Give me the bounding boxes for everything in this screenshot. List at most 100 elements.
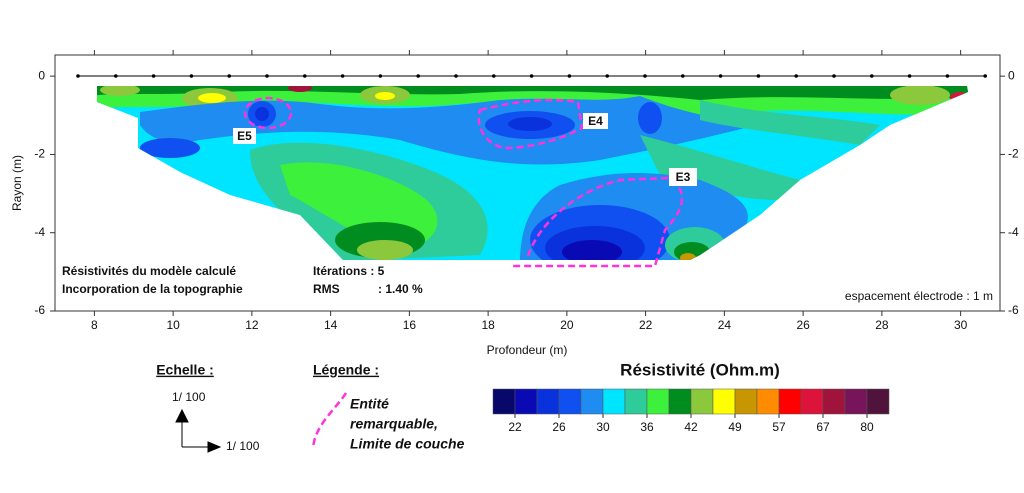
annotation: espacement électrode : 1 m: [845, 289, 993, 303]
electrode: [340, 74, 345, 78]
x-tick-label: 8: [91, 318, 98, 332]
contour-region: [255, 107, 269, 121]
y-tick-label: -6: [34, 303, 45, 317]
contour-region: [562, 240, 622, 260]
colorbar-swatch: [690, 388, 714, 415]
electrode: [832, 74, 836, 78]
colorbar-swatch: [756, 388, 780, 415]
y2-tick-label: -6: [1008, 303, 1019, 317]
colorbar-tick-label: 22: [508, 420, 522, 434]
contour-region: [375, 92, 395, 100]
colorbar-swatch: [558, 388, 582, 415]
entity-box: [233, 128, 256, 144]
colorbar-swatch: [800, 388, 824, 415]
electrode: [378, 74, 383, 78]
colorbar-swatch: [844, 388, 868, 415]
electrode: [983, 74, 987, 78]
electrode: [907, 74, 912, 78]
scale-title: Echelle :: [156, 362, 214, 378]
colorbar-swatch: [668, 388, 692, 415]
electrode: [945, 74, 950, 78]
legend-label: remarquable,: [350, 416, 438, 432]
annotation: Résistivités du modèle calculé: [62, 264, 236, 278]
electrode: [681, 74, 685, 78]
colorbar-tick-label: 42: [684, 420, 698, 434]
electrode: [303, 74, 307, 78]
scale-vertical: 1/ 100: [172, 390, 206, 404]
plot-frame: [54, 54, 1001, 312]
electrode: [492, 74, 496, 78]
y-tick-label: -2: [34, 147, 45, 161]
x-tick-label: 16: [403, 318, 417, 332]
entity-label: E5: [237, 129, 252, 143]
entity-outline: [510, 176, 684, 268]
colorbar-swatch: [514, 388, 538, 415]
electrode: [189, 74, 194, 78]
x-tick-label: 28: [875, 318, 889, 332]
electrode: [870, 74, 874, 78]
colorbar-swatch: [536, 388, 560, 415]
legend-title: Légende :: [313, 362, 379, 378]
contour-region: [100, 86, 140, 96]
electrode: [718, 74, 723, 78]
legend: Entité remarquable, Limite de couche: [311, 392, 465, 452]
colorbar-tick-label: 57: [772, 420, 786, 434]
annotation: : 1.40 %: [378, 282, 423, 296]
y-tick-label: -4: [34, 225, 45, 239]
y-axis-label: Rayon (m): [10, 155, 24, 211]
colorbar-swatch: [822, 388, 846, 415]
legend-label: Entité: [350, 396, 389, 412]
electrode: [529, 74, 534, 78]
colorbar-swatch: [734, 388, 758, 415]
x-tick-label: 18: [481, 318, 495, 332]
electrode: [605, 74, 609, 78]
electrode: [567, 74, 572, 78]
contour-region: [640, 135, 800, 200]
x-tick-label: 14: [324, 318, 338, 332]
colorbar-swatch: [602, 388, 626, 415]
y2-tick-label: -2: [1008, 147, 1019, 161]
legend-symbol: [311, 392, 348, 449]
x-tick-label: 24: [718, 318, 732, 332]
x-tick-label: 10: [166, 318, 180, 332]
x-tick-label: 30: [954, 318, 968, 332]
colorbar-swatch: [646, 388, 670, 415]
colorbar-tick-label: 67: [816, 420, 830, 434]
electrode: [416, 74, 421, 78]
contour-region: [950, 92, 968, 104]
colorbar-swatch: [492, 388, 516, 415]
electrode: [151, 74, 156, 78]
scale-arrows: [175, 408, 222, 453]
contour-region: [140, 138, 200, 158]
annotation: Itérations : 5: [313, 264, 385, 278]
contour-region: [890, 86, 950, 105]
contour-region: [198, 93, 226, 103]
annotation: RMS: [313, 282, 340, 296]
electrode: [794, 74, 798, 78]
colorbar-tick-label: 36: [640, 420, 654, 434]
entity-label: E4: [588, 114, 603, 128]
x-axis-label: Profondeur (m): [487, 343, 568, 357]
entity-box: [583, 113, 608, 129]
colorbar-tick-label: 80: [860, 420, 874, 434]
colorbar-swatch: [778, 388, 802, 415]
entity-label: E3: [676, 170, 691, 184]
y2-tick-label: -4: [1008, 225, 1019, 239]
colorbar-title: Résistivité (Ohm.m): [620, 360, 780, 379]
entity-outline: [243, 96, 293, 130]
electrode: [227, 74, 231, 78]
contour-region: [680, 253, 696, 260]
colorbar-swatch: [624, 388, 648, 415]
colorbar-swatch: [712, 388, 736, 415]
electrode: [454, 74, 458, 78]
colorbar-swatch: [866, 388, 890, 415]
electrode: [76, 74, 80, 78]
contour-region: [288, 86, 312, 92]
electrode: [265, 74, 269, 78]
y2-tick-label: 0: [1008, 68, 1015, 82]
colorbar-tick-label: 26: [552, 420, 566, 434]
contour-region: [638, 102, 662, 134]
electrode: [756, 74, 761, 78]
scale-horizontal: 1/ 100: [226, 439, 260, 453]
